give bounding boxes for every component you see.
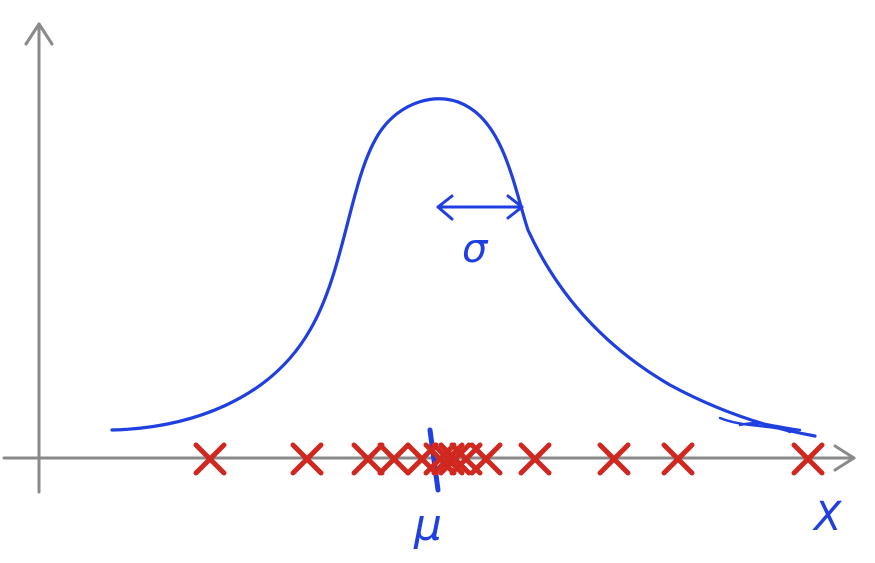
sample-cross (518, 442, 552, 476)
sample-cross (469, 442, 503, 476)
sample-cross (791, 442, 825, 476)
sample-points (193, 442, 825, 476)
gaussian-curve (110, 97, 817, 438)
sample-cross (597, 442, 631, 476)
curve-tail-scribble (718, 416, 802, 434)
sample-cross (377, 442, 411, 476)
mean-label: μ (413, 500, 442, 551)
mean-marker (427, 427, 441, 493)
sample-cross (423, 442, 457, 476)
sample-cross (661, 442, 695, 476)
x-axis-label: X (812, 494, 843, 540)
sample-cross (290, 442, 324, 476)
x-axis (2, 444, 856, 472)
sample-cross (351, 442, 385, 476)
sample-cross (438, 442, 472, 476)
y-axis (24, 22, 54, 494)
sample-cross (193, 442, 227, 476)
std-dev-arrow (436, 194, 524, 221)
std-dev-label: σ (462, 226, 489, 272)
